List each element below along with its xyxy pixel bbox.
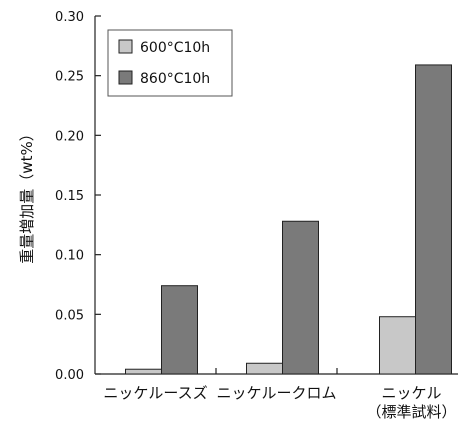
bar-860-cat2 bbox=[415, 64, 452, 375]
legend: 600°C10h 860°C10h bbox=[107, 29, 233, 97]
bar-860-cat0 bbox=[161, 285, 198, 375]
y-tick-label: 0.05 bbox=[55, 308, 84, 323]
legend-swatch-600 bbox=[118, 39, 133, 54]
bar-600-cat0 bbox=[125, 368, 162, 375]
category-label: ニッケルークロム bbox=[216, 384, 336, 402]
bar-860-cat1 bbox=[282, 220, 319, 375]
category-label: ニッケルースズ bbox=[103, 384, 207, 402]
bar-600-cat2 bbox=[379, 316, 416, 375]
legend-label-860: 860°C10h bbox=[140, 71, 210, 87]
category-label: ニッケル bbox=[381, 384, 441, 402]
bars bbox=[125, 64, 452, 375]
y-axis-label: 重量増加量（wt%） bbox=[18, 126, 36, 263]
y-tick-label: 0.20 bbox=[55, 129, 84, 144]
y-tick-label: 0.00 bbox=[55, 368, 84, 383]
legend-label-600: 600°C10h bbox=[140, 40, 210, 56]
y-tick-label: 0.30 bbox=[55, 10, 84, 25]
y-tick-label: 0.25 bbox=[55, 70, 84, 85]
category-sublabel: （標準試料） bbox=[366, 403, 456, 421]
legend-swatch-860 bbox=[118, 70, 133, 85]
bar-600-cat1 bbox=[246, 362, 283, 375]
y-tick-label: 0.15 bbox=[55, 189, 84, 204]
y-tick-label: 0.10 bbox=[55, 249, 84, 264]
category-labels: ニッケルースズ ニッケルークロム ニッケル（標準試料） bbox=[103, 384, 456, 421]
